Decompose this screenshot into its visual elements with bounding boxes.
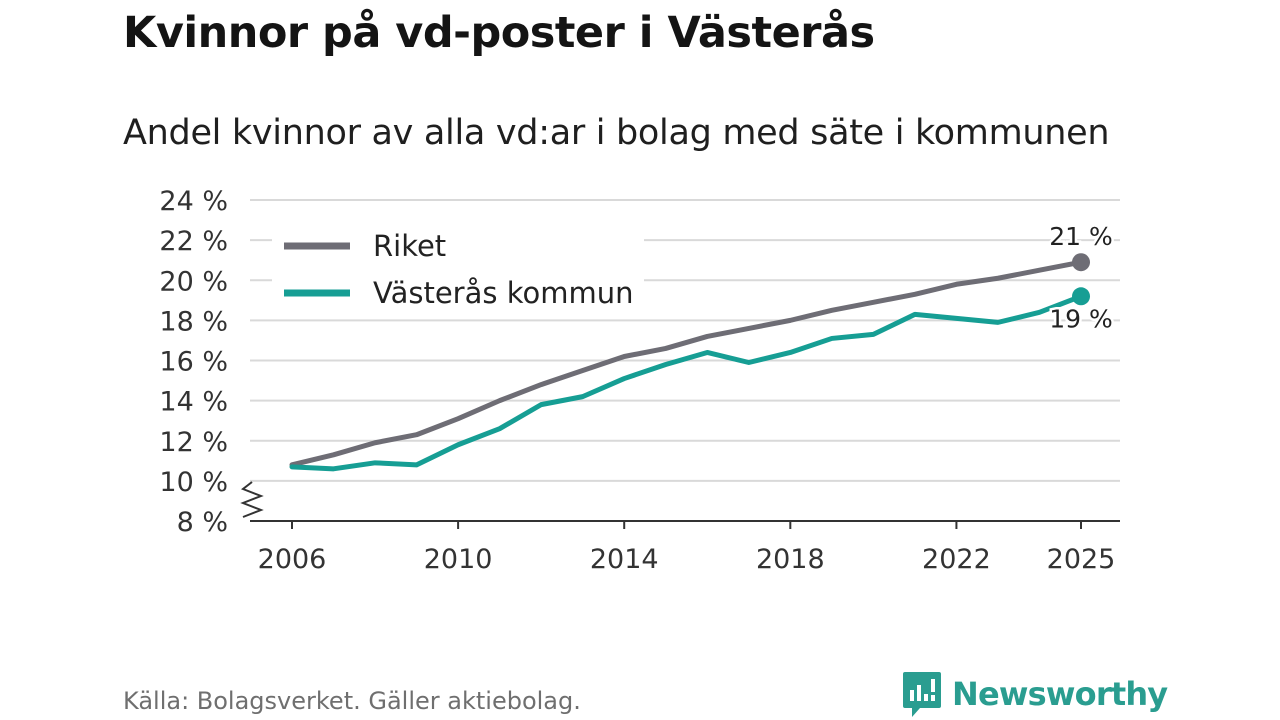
end-value-label: 21 % [1049,222,1113,251]
x-tick-label: 2006 [258,544,327,575]
end-value-label: 19 % [1049,304,1113,333]
legend-background [272,222,644,318]
legend: Riket Västerås kommun [272,222,644,318]
x-tick-label: 2018 [756,544,825,575]
y-tick-label: 20 % [159,266,228,297]
axes: 8 % 10 % 12 % 14 % 16 % 18 % 20 % 22 % 24 % 2006 2… [159,186,1120,575]
x-tick-label: 2014 [590,544,659,575]
y-tick-label: 24 % [159,186,228,217]
y-tick-label: 8 % [177,507,228,538]
end-point-vasteras [1072,287,1090,306]
series-line-riket [289,259,1084,468]
newsworthy-logo-icon [903,672,941,717]
end-point-riket [1072,253,1090,272]
y-tick-label: 22 % [159,226,228,257]
y-tick-label: 14 % [159,387,228,418]
legend-label: Riket [373,229,446,263]
y-tick-label: 18 % [159,306,228,337]
y-tick-label: 10 % [159,467,228,498]
legend-label: Västerås kommun [373,276,633,310]
axis-break-icon [240,481,264,518]
x-tick-label: 2022 [922,544,991,575]
chart-subtitle: Andel kvinnor av alla vd:ar i bolag med … [123,113,1110,153]
data-labels: 21 % 19 % [1047,220,1116,336]
source-note: Källa: Bolagsverket. Gäller aktiebolag. [123,687,581,715]
y-tick-label: 12 % [159,427,228,458]
chart-title: Kvinnor på vd-poster i Västerås [123,8,875,58]
series-lines [289,253,1090,472]
y-tick-label: 16 % [159,347,228,378]
x-tick-label: 2010 [424,544,493,575]
brand-name: Newsworthy [952,675,1168,713]
x-tick-label: 2025 [1047,544,1116,575]
series-line-vasteras [289,293,1084,472]
brand-logo[interactable]: Newsworthy [902,670,1168,718]
